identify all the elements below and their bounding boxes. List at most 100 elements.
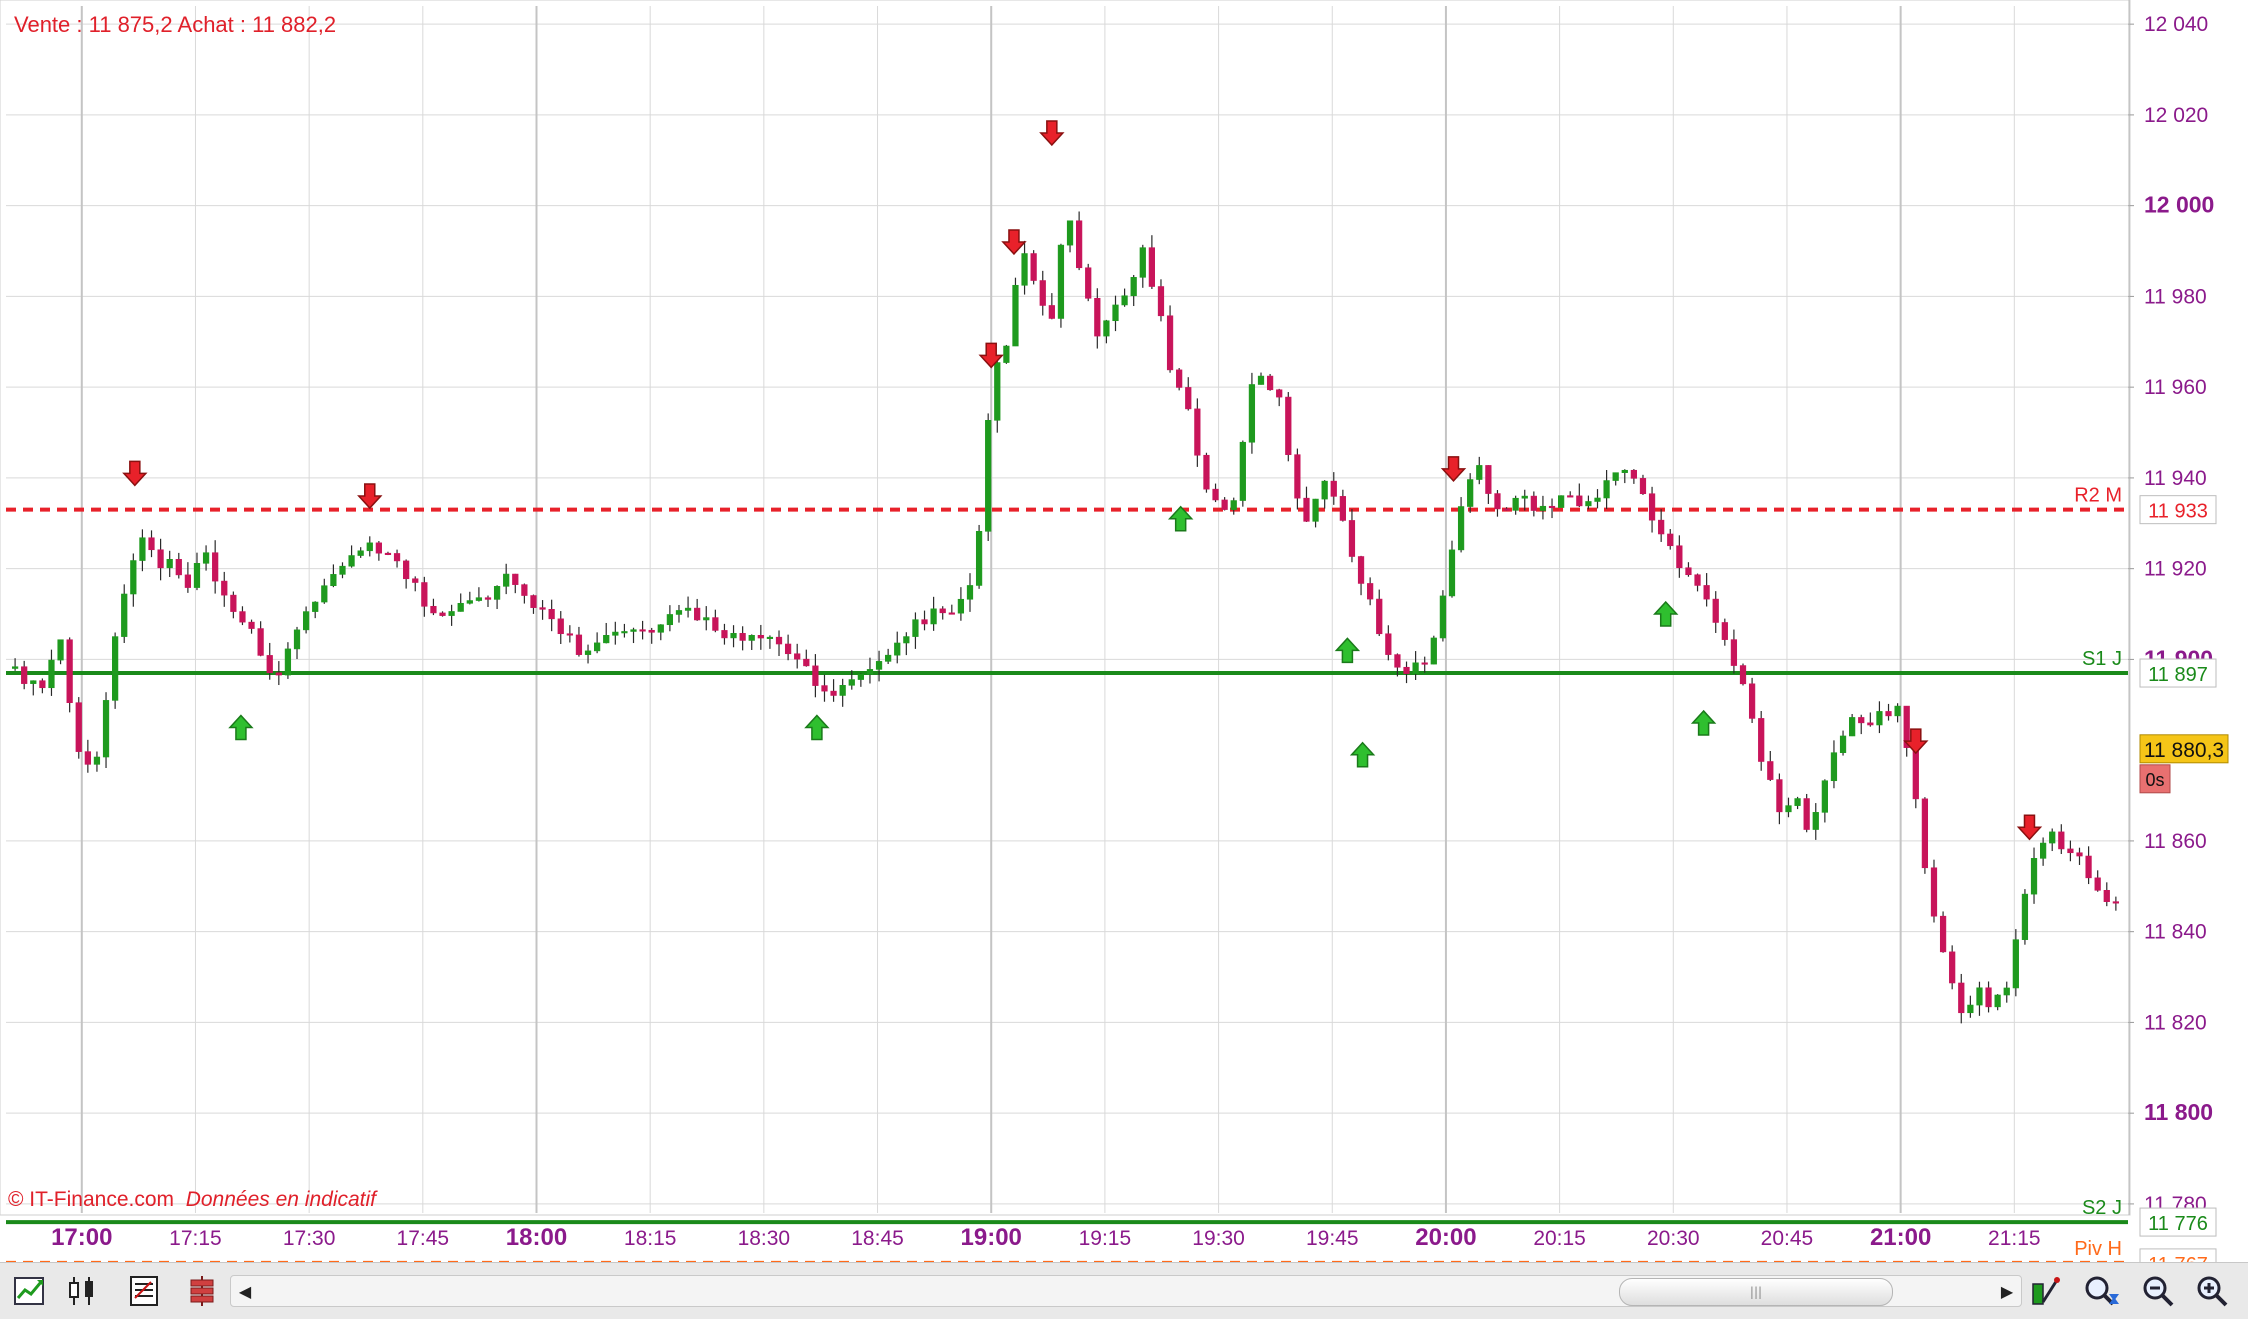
candle-body <box>1166 315 1174 371</box>
candle-body <box>2049 831 2056 844</box>
candle-body <box>675 610 683 615</box>
candle-body <box>221 580 228 596</box>
candle-body <box>2076 852 2083 857</box>
candle-body <box>566 633 573 636</box>
candle-body <box>475 597 483 601</box>
candle-body <box>575 634 583 655</box>
candles <box>11 211 2119 1024</box>
candle-body <box>1294 454 1301 499</box>
candle-body <box>866 669 874 675</box>
candle-body <box>1330 480 1337 497</box>
candle-body <box>812 665 819 686</box>
candle-body <box>1667 533 1674 547</box>
candle-body <box>1285 396 1292 455</box>
candle-body <box>1348 520 1356 557</box>
y-tick-label: 11 840 <box>2144 921 2207 944</box>
candle-body <box>694 607 701 621</box>
candle-body <box>1912 747 1919 800</box>
candle-body <box>1939 915 1947 953</box>
indicators-icon[interactable] <box>182 1271 222 1311</box>
candle-body <box>1648 493 1656 521</box>
candle-body <box>248 621 255 629</box>
candle-body <box>375 542 382 554</box>
scroll-right-button[interactable]: ▶ <box>2000 1281 2014 1301</box>
scroll-thumb[interactable]: ||| <box>1619 1278 1893 1306</box>
candle-body <box>1339 496 1346 521</box>
zoom-fit-icon[interactable] <box>2082 1271 2122 1311</box>
candle-body <box>430 605 437 614</box>
data-table-icon[interactable] <box>124 1271 164 1311</box>
candle-body <box>1094 297 1101 337</box>
axis-price-boxes: 11 933 11 897 11 776 11 767 11 880,3 0s <box>2139 495 2229 1262</box>
candle-body <box>75 702 82 752</box>
x-axis: 17:00 17:15 17:30 17:45 18:00 18:15 18:30 18:45… <box>51 1224 2041 1251</box>
candlestick-icon[interactable] <box>62 1271 102 1311</box>
x-tick-label: 20:00 <box>1415 1224 1476 1251</box>
candle-body <box>1421 662 1428 665</box>
drawing-tools-icon[interactable] <box>2026 1271 2066 1311</box>
candle-body <box>1176 369 1183 388</box>
candle-body <box>1485 465 1492 494</box>
zoom-out-icon[interactable] <box>2138 1271 2178 1311</box>
time-scrollbar[interactable]: ◀ ||| ▶ <box>230 1275 2022 1307</box>
candle-body <box>1703 585 1710 600</box>
candle-body <box>939 608 946 614</box>
candle-body <box>1012 284 1019 347</box>
candle-body <box>1748 683 1756 719</box>
candle-body <box>421 582 428 607</box>
buy-signal-arrow <box>1334 637 1361 664</box>
candle-body <box>66 639 73 703</box>
candle-body <box>1057 244 1065 319</box>
candle-timer-box <box>2139 764 2171 794</box>
candle-body <box>1594 497 1601 502</box>
level-value: 11 776 <box>2148 1213 2208 1235</box>
candle-body <box>1467 479 1474 507</box>
candle-body <box>1994 994 2001 1008</box>
candle-body <box>1885 711 1892 717</box>
candle-body <box>1558 495 1565 508</box>
candle-body <box>666 614 674 626</box>
candle-body <box>875 661 883 670</box>
candle-body <box>1367 583 1374 600</box>
candle-body <box>2030 858 2038 895</box>
candle-body <box>1812 812 1819 830</box>
candle-body <box>1976 987 1983 1006</box>
up-arrow-icon <box>1334 637 1361 664</box>
level-value: 11 767 <box>2148 1254 2208 1262</box>
candle-body <box>1321 480 1328 500</box>
candle-body <box>584 650 592 655</box>
candle-body <box>157 549 164 569</box>
scroll-left-button[interactable]: ◀ <box>238 1281 252 1301</box>
candle-body <box>21 666 28 684</box>
candle-body <box>848 679 855 686</box>
level-name: Piv H <box>2074 1238 2122 1260</box>
x-tick-label: 17:30 <box>283 1227 336 1250</box>
y-tick-label: 11 980 <box>2144 285 2207 308</box>
candle-body <box>1266 375 1274 391</box>
y-tick-label: 11 960 <box>2144 376 2207 399</box>
chart-type-icon[interactable] <box>10 1271 50 1311</box>
x-tick-label: 18:00 <box>506 1224 567 1251</box>
last-price-value: 11 880,3 <box>2144 739 2224 762</box>
candle-body <box>1712 598 1719 623</box>
candle-body <box>148 537 155 551</box>
candle-body <box>1385 633 1392 655</box>
candle-body <box>639 629 646 632</box>
candle-body <box>1548 505 1556 509</box>
candle-body <box>730 633 737 639</box>
down-arrow-icon <box>2016 814 2043 841</box>
candle-body <box>1103 320 1110 337</box>
price-chart: R2 M S1 J S2 J Piv H 12 040 12 020 12 000 11 9… <box>0 0 2229 1262</box>
candle-body <box>1794 798 1801 806</box>
candle-body <box>648 629 655 633</box>
candle-body <box>1276 389 1283 398</box>
candle-body <box>1903 705 1910 748</box>
candle-body <box>1130 277 1137 297</box>
candle-timer-value: 0s <box>2145 770 2164 790</box>
disclaimer-text: Données en indicatif <box>185 1188 376 1211</box>
zoom-in-icon[interactable] <box>2192 1271 2232 1311</box>
candle-body <box>1876 711 1883 726</box>
y-tick-label: 12 020 <box>2144 104 2208 127</box>
level-value-box <box>2139 1248 2217 1262</box>
candle-body <box>357 550 364 556</box>
